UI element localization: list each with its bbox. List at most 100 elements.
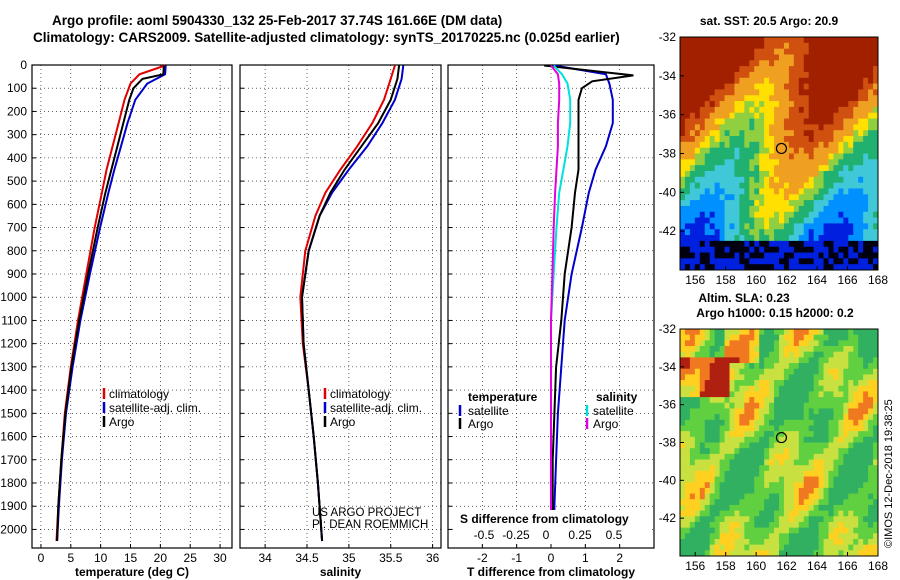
map-cell [769, 380, 775, 387]
map-cell [689, 54, 696, 61]
map-cell [704, 357, 711, 364]
map-cell [680, 459, 686, 466]
map-cell [793, 200, 800, 207]
map-cell [823, 385, 829, 392]
map-cell [798, 521, 805, 529]
map-cell [699, 101, 706, 108]
map-cell [744, 368, 750, 375]
map-cell [774, 106, 780, 114]
map-cell [714, 136, 720, 143]
map-cell [714, 527, 720, 534]
map-cell [803, 465, 810, 472]
map-cell [774, 223, 780, 230]
map-cell [828, 205, 834, 213]
map-cell [803, 391, 810, 398]
map-cell [704, 200, 711, 207]
map-cell [714, 357, 720, 364]
map-cell [749, 476, 755, 483]
map-cell [744, 499, 750, 506]
map-cell [823, 374, 829, 381]
y-tick-label: 1500 [0, 406, 27, 420]
map-cell [689, 476, 696, 483]
map-cell [699, 77, 706, 85]
map-cell [863, 533, 869, 540]
map-cell [848, 147, 854, 154]
map-cell [873, 521, 879, 529]
map-cell [843, 60, 849, 67]
map-cell [808, 357, 815, 364]
map-cell [818, 159, 824, 166]
map-cell [774, 357, 780, 364]
map-cell [684, 54, 691, 61]
map-cell [769, 194, 775, 201]
map-cell [868, 153, 874, 160]
map-cell [759, 130, 765, 137]
map-cell [858, 229, 864, 236]
map-cell [828, 252, 834, 259]
map-cell [724, 527, 730, 534]
map-cell [704, 340, 711, 347]
map-cell [694, 368, 701, 375]
map-cell [729, 385, 735, 392]
map-cell [680, 118, 686, 125]
map-cell [858, 538, 864, 546]
map-cell [744, 487, 750, 494]
map-cell [848, 83, 854, 90]
map-cell [724, 533, 730, 540]
map-cell [848, 112, 854, 119]
map-cell [828, 89, 834, 96]
map-cell [798, 83, 805, 90]
map-cell [694, 521, 701, 529]
map-cell [779, 223, 785, 230]
map-cell [689, 252, 696, 259]
map-cell [734, 66, 740, 73]
map-cell [754, 217, 760, 224]
legend-label: satellite [468, 404, 509, 418]
map-cell [828, 453, 834, 460]
map-cell [719, 60, 725, 67]
map-cell [783, 425, 790, 432]
map-cell [724, 130, 730, 137]
map-cell [719, 425, 725, 432]
map-cell [788, 470, 795, 477]
map-cell [684, 182, 691, 189]
map-cell [744, 533, 750, 540]
map-cell [788, 229, 795, 236]
map-cell [833, 200, 839, 207]
map-cell [684, 482, 691, 489]
map-cell [699, 499, 706, 506]
map-cell [729, 363, 735, 370]
map-cell [858, 54, 864, 61]
map-cell [694, 414, 701, 421]
map-cell [818, 252, 824, 259]
map-cell [754, 118, 760, 125]
map-cell [759, 106, 765, 114]
map-cell [843, 229, 849, 236]
map-cell [729, 374, 735, 381]
map-cell [759, 397, 765, 404]
map-cell [689, 89, 696, 96]
map-cell [729, 54, 735, 61]
map-cell [798, 374, 805, 381]
map-cell [803, 252, 810, 259]
map-cell [823, 357, 829, 364]
map-cell [788, 188, 795, 195]
map-cell [729, 37, 735, 44]
map-cell [714, 240, 720, 248]
map-cell [858, 408, 864, 415]
map-cell [858, 493, 864, 500]
map-cell [774, 408, 780, 415]
map-cell [699, 493, 706, 500]
map-cell [853, 391, 859, 398]
map-cell [813, 397, 819, 404]
map-cell [684, 89, 691, 96]
map-cell [843, 264, 849, 271]
map-cell [848, 527, 854, 534]
map-cell [704, 141, 711, 149]
map-cell [848, 380, 854, 387]
map-cell [774, 124, 780, 131]
map-cell [798, 425, 805, 432]
map-cell [744, 380, 750, 387]
map-cell [848, 48, 854, 55]
map-cell [868, 431, 874, 438]
